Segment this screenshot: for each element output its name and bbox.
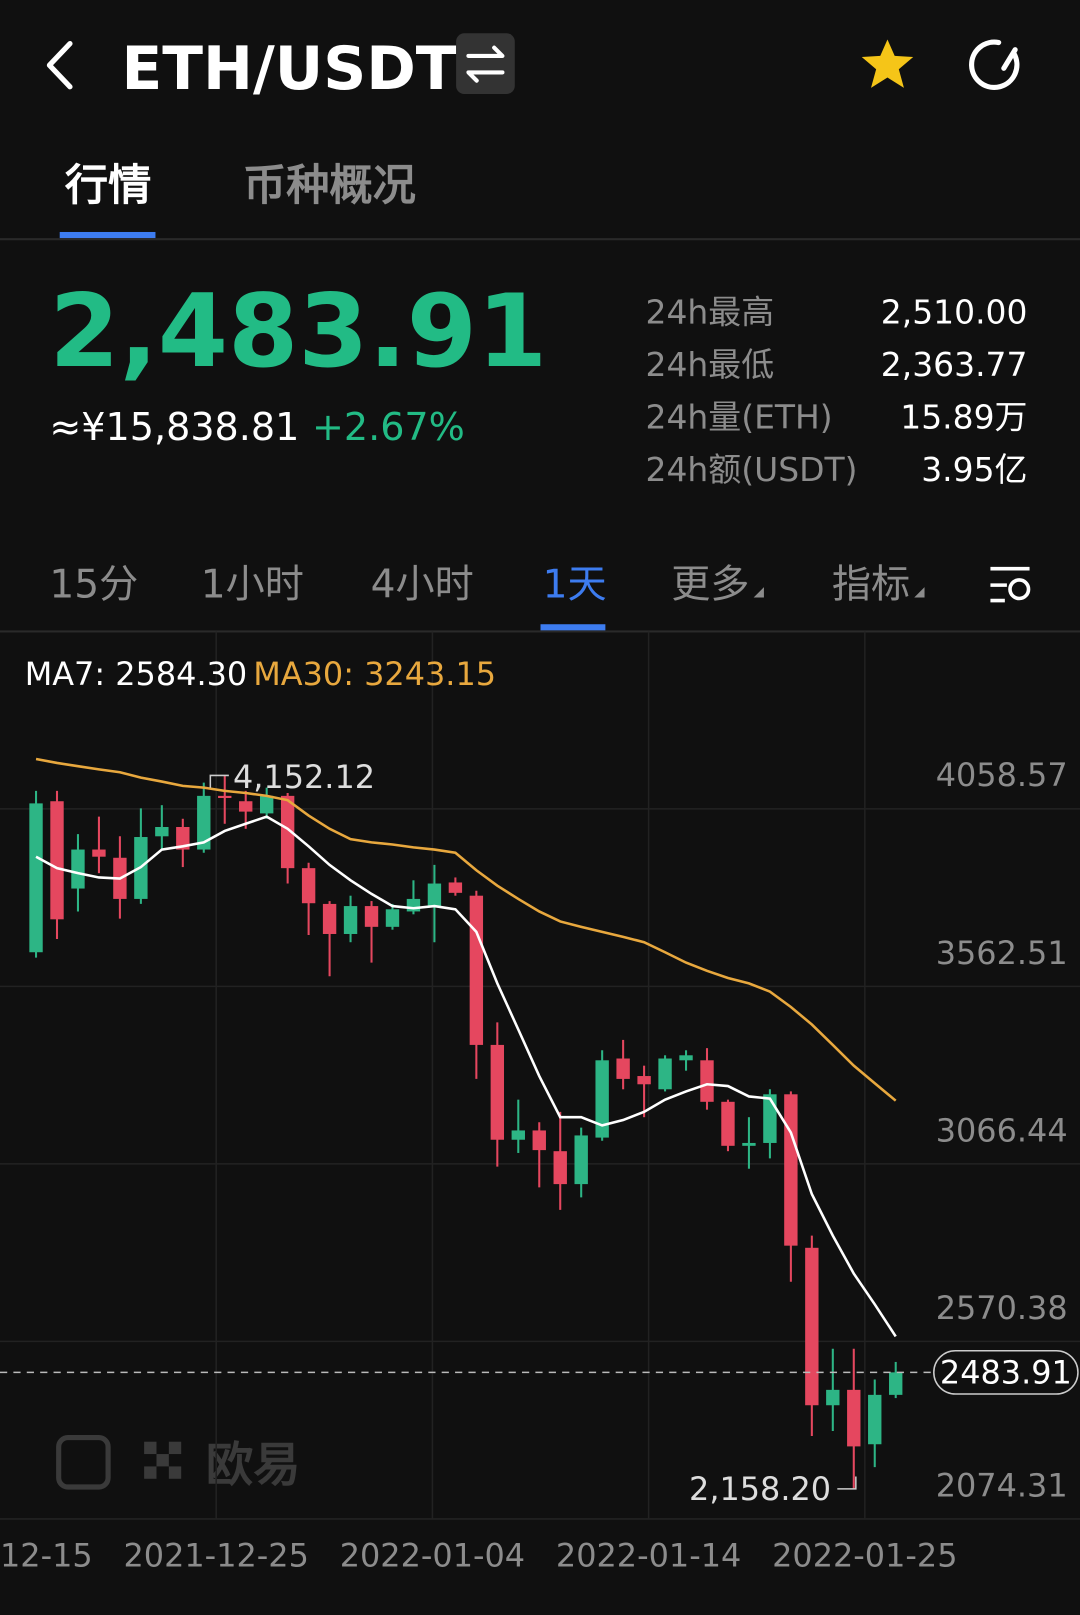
candle-body (847, 1389, 861, 1447)
candle-body (868, 1394, 882, 1445)
candle-body (532, 1130, 546, 1151)
stat-label: 24h量(ETH) (646, 398, 833, 437)
refresh-button[interactable] (969, 39, 1020, 90)
swap-button[interactable] (456, 33, 515, 95)
annotation-leader (837, 1476, 857, 1490)
chart-settings[interactable] (990, 566, 1031, 603)
candle-body (239, 801, 253, 812)
current-price-label: 2483.91 (940, 1354, 1072, 1392)
candle-body (406, 898, 421, 912)
interval-tab[interactable]: 更多 (671, 562, 749, 607)
ma-line (35, 757, 897, 1102)
candle-body (343, 906, 358, 934)
candle-body (50, 801, 64, 920)
candle-body (176, 826, 190, 850)
candle-body (197, 795, 211, 850)
y-tick-label: 2570.38 (936, 1289, 1068, 1327)
candle-body (637, 1076, 651, 1085)
candle-body (889, 1372, 903, 1395)
candle-body (29, 803, 43, 953)
interval-tab[interactable]: 1小时 (201, 562, 304, 607)
x-tick-label: 12-15 (0, 1536, 93, 1574)
chart: 4058.57 3562.51 3066.44 2570.38 2074.31 12-15… (0, 631, 1080, 1574)
candle-body (218, 795, 232, 799)
interval-tab[interactable]: 1天 (543, 562, 607, 607)
candle-body (784, 1094, 798, 1246)
low-annotation: 2,158.20 (689, 1470, 831, 1508)
candle-body (490, 1044, 505, 1140)
interval-tab[interactable]: 指标 (832, 562, 910, 607)
candle-body (805, 1247, 819, 1406)
legend-entry: MA7: 2584.30 (25, 655, 248, 693)
candle-body (721, 1101, 735, 1146)
y-tick-label: 3066.44 (936, 1111, 1068, 1149)
stat-value: 15.89万 (900, 398, 1027, 437)
favorite-star[interactable] (861, 39, 914, 88)
candle-body (448, 882, 463, 893)
high-annotation: 4,152.12 (233, 758, 375, 796)
candle-body (511, 1130, 525, 1140)
y-tick-label: 2074.31 (936, 1466, 1068, 1504)
candle-body (700, 1060, 714, 1102)
price-change: +2.67% (312, 405, 465, 449)
legend-entry: MA30: 3243.15 (253, 655, 496, 693)
stat-label: 24h额(USDT) (646, 450, 858, 489)
candle-body (595, 1060, 609, 1138)
candle-body (469, 895, 484, 1045)
candle-body (826, 1389, 840, 1406)
watermark-text: 欧易 (206, 1438, 301, 1493)
candle-body (259, 795, 274, 814)
stat-label: 24h最高 (646, 293, 775, 332)
current-price-box (933, 1349, 1079, 1395)
candle-body (71, 849, 85, 889)
interval-tab[interactable]: 4小时 (371, 562, 474, 607)
tab-indicator (59, 231, 156, 239)
candle-body (385, 909, 400, 927)
candle-body (742, 1142, 756, 1146)
tab[interactable]: 币种概况 (243, 161, 416, 211)
stat-value: 3.95亿 (921, 450, 1027, 489)
pair-title: ETH/USDT (121, 35, 456, 104)
interval-tabs: 15分 1小时 4小时 1天 更多 指标 (49, 562, 925, 607)
ma-line (35, 815, 897, 1338)
x-tick-label: 2021-12-25 (123, 1536, 308, 1574)
y-tick-label: 4058.57 (936, 756, 1068, 794)
candle-body (155, 826, 169, 837)
candle-body (658, 1058, 672, 1090)
candle-body (92, 849, 106, 857)
interval-tab[interactable]: 15分 (49, 562, 138, 607)
candle-body (301, 868, 316, 904)
interval-indicator (540, 624, 606, 631)
candle-body (427, 883, 442, 907)
candle-body (364, 906, 379, 927)
divider (0, 630, 1080, 633)
watermark-logo (56, 1435, 182, 1490)
candle-body (616, 1058, 630, 1079)
candle-body (322, 903, 337, 934)
back-button[interactable] (46, 40, 73, 90)
cny-price: ≈¥15,838.81 (49, 405, 299, 449)
x-tick-label: 2022-01-04 (340, 1536, 525, 1574)
annotation-leader (209, 774, 229, 788)
x-tick-label: 2022-01-25 (772, 1536, 957, 1574)
stat-value: 2,363.77 (881, 345, 1028, 384)
last-price: 2,483.91 (49, 272, 547, 390)
y-tick-label: 3562.51 (936, 934, 1068, 972)
stat-label: 24h最低 (646, 345, 775, 384)
candle-body (763, 1094, 777, 1143)
tab[interactable]: 行情 (65, 161, 151, 211)
candle-body (679, 1055, 693, 1061)
x-tick-label: 2022-01-14 (556, 1536, 741, 1574)
divider (0, 238, 1080, 241)
candle-body (280, 795, 295, 869)
candle-body (574, 1135, 588, 1185)
stats: 24h最高 2,510.00 24h最低 2,363.77 24h量(ETH) 15.89… (646, 293, 1028, 490)
stat-value: 2,510.00 (881, 293, 1028, 332)
candle-body (553, 1151, 567, 1185)
